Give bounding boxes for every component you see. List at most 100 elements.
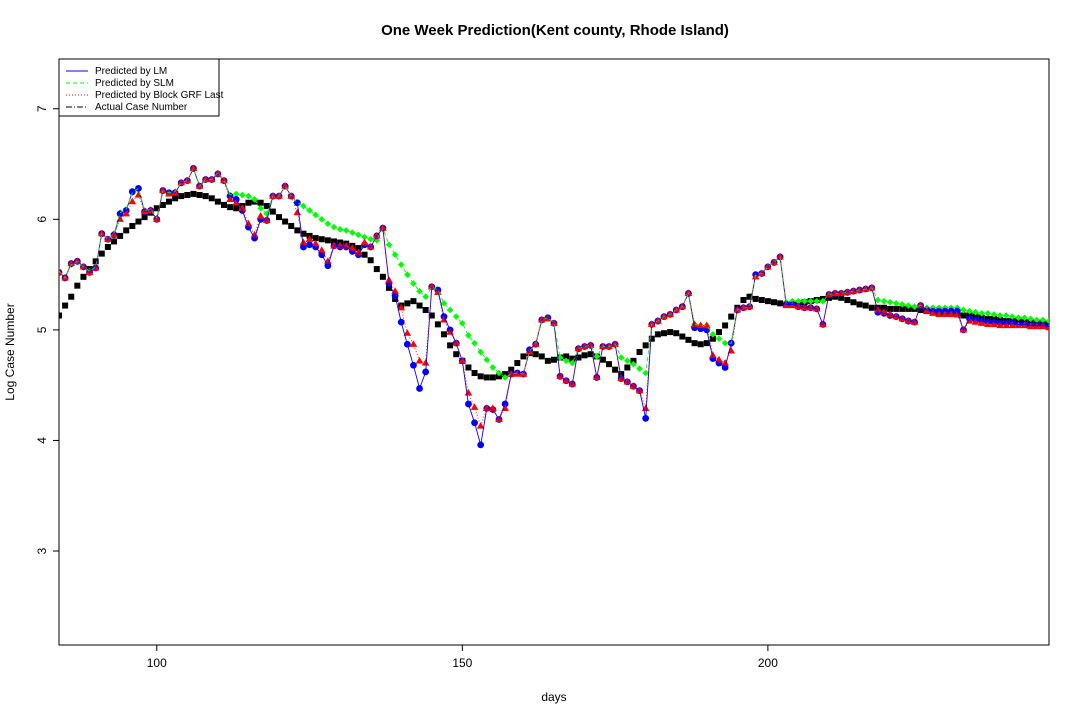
grf-point: [599, 342, 607, 350]
actual-point: [184, 191, 191, 198]
actual-point: [673, 330, 680, 337]
actual-point: [709, 335, 716, 342]
grf-point: [977, 319, 986, 326]
y-axis-label: Log Case Number: [3, 303, 17, 400]
grf-point: [586, 341, 595, 348]
actual-point: [862, 302, 869, 309]
grf-point: [776, 252, 784, 260]
actual-point: [129, 222, 136, 229]
grf-point: [1045, 323, 1049, 331]
slm-point: [1045, 317, 1049, 325]
slm-point: [367, 235, 374, 243]
actual-point: [777, 300, 784, 307]
actual-point: [752, 295, 759, 302]
actual-point: [465, 364, 472, 371]
x-tick-label: 100: [147, 656, 167, 670]
grf-point: [806, 303, 815, 311]
actual-point: [624, 364, 631, 371]
slm-point: [905, 302, 912, 309]
actual-point: [642, 342, 649, 349]
y-tick-label: 7: [35, 105, 49, 112]
actual-point: [159, 201, 166, 208]
actual-point: [856, 301, 863, 308]
grf-point: [269, 192, 277, 199]
actual-point: [868, 304, 875, 311]
grf-point: [330, 241, 338, 249]
actual-point: [379, 273, 386, 280]
actual-point: [62, 302, 69, 309]
slm-point: [251, 196, 258, 203]
actual-point: [758, 297, 765, 304]
grf-point: [305, 235, 314, 242]
actual-point: [654, 331, 661, 338]
actual-point: [764, 298, 771, 305]
slm-point: [1002, 312, 1010, 319]
grf-point: [849, 287, 858, 294]
grf-point: [715, 355, 723, 363]
slm-point: [306, 207, 313, 214]
actual-point: [245, 199, 252, 206]
grf-point: [812, 304, 821, 312]
actual-point: [887, 305, 894, 312]
actual-point: [355, 245, 362, 252]
grf-point: [996, 321, 1004, 329]
actual-point: [599, 356, 606, 363]
actual-point: [153, 205, 160, 212]
grf-point: [409, 340, 418, 347]
actual-point: [477, 373, 484, 380]
grf-point: [941, 310, 949, 318]
actual-point: [104, 243, 111, 250]
actual-point: [410, 298, 417, 305]
legend: Predicted by LM Predicted by SLM Predict…: [58, 58, 224, 117]
series-line: [59, 167, 1049, 428]
slm-point: [245, 192, 252, 200]
grf-point: [207, 175, 216, 183]
slm-point: [1015, 314, 1022, 322]
actual-point: [502, 371, 509, 378]
actual-point: [166, 198, 172, 205]
grf-point: [831, 289, 839, 296]
actual-point: [551, 356, 557, 363]
actual-point: [428, 312, 435, 319]
slm-point: [361, 233, 368, 241]
grf-point: [990, 320, 998, 327]
grf-point: [574, 344, 583, 352]
actual-point: [202, 193, 209, 200]
legend-label-slm: Predicted by SLM: [95, 78, 174, 89]
actual-point: [483, 374, 490, 381]
actual-point: [59, 312, 62, 319]
actual-point: [618, 371, 625, 378]
actual-point: [532, 351, 539, 358]
actual-point: [538, 353, 545, 360]
actual-point: [80, 273, 87, 280]
actual-point: [294, 227, 301, 234]
actual-point: [190, 190, 197, 197]
legend-label-lm: Predicted by LM: [95, 66, 167, 77]
slm-point: [342, 227, 350, 234]
actual-point: [685, 336, 692, 343]
actual-point: [575, 354, 582, 361]
actual-point: [221, 201, 227, 208]
grf-point: [104, 235, 112, 242]
y-tick-label: 5: [35, 326, 49, 333]
slm-point: [593, 353, 601, 360]
grf-point: [201, 175, 210, 183]
y-axis: 3 4 5 6 7: [35, 105, 59, 554]
plot-area: [59, 164, 1049, 449]
actual-point: [838, 294, 845, 301]
lines: [59, 167, 1049, 446]
actual-point: [679, 333, 686, 340]
grf-point: [421, 359, 430, 366]
actual-point: [563, 353, 570, 360]
actual-point: [716, 329, 722, 336]
actual-point: [68, 293, 75, 300]
actual-point: [844, 297, 851, 304]
actual-point: [441, 331, 447, 338]
grf-point: [177, 178, 186, 186]
actual-point: [98, 250, 105, 257]
actual-point: [227, 204, 234, 211]
grf-point: [696, 321, 705, 329]
slm-point: [391, 251, 399, 259]
actual-point: [722, 322, 729, 329]
